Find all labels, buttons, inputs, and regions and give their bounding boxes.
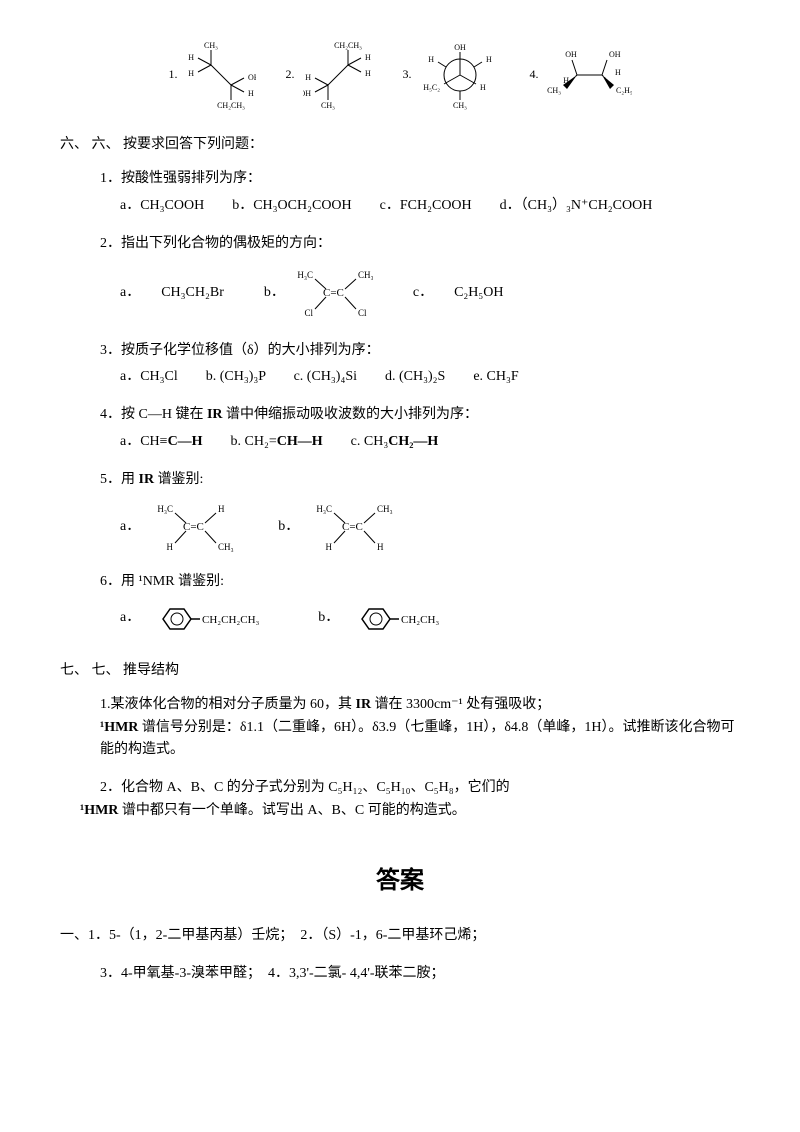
top-diagrams: 1. CH₃ H H OH H CH₂CH₃ 2. CH₂CH₃ <box>60 40 740 110</box>
svg-text:OH: OH <box>609 50 621 59</box>
q6-5-prompt: 5．用 IR 谱鉴别: <box>100 469 740 491</box>
q6-1-options: a．CH₃COOH b．CH₃OCH₂COOH c．FCH₂COOH d．（CH… <box>120 195 740 217</box>
svg-text:H: H <box>188 69 194 78</box>
q6-1: 1．按酸性强弱排列为序： a．CH₃COOH b．CH₃OCH₂COOH c．F… <box>100 168 740 217</box>
svg-text:H: H <box>365 69 371 78</box>
svg-text:Cl: Cl <box>358 308 367 318</box>
svg-text:CH₃: CH₃ <box>358 270 373 280</box>
svg-text:H₃C: H₃C <box>317 504 333 514</box>
q6-5: 5．用 IR 谱鉴别: a． C=C H₃C H H CH₃ b． C=C <box>100 469 740 554</box>
diagram-2-num: 2. <box>286 65 295 84</box>
alkene-5b: C=C H₃C CH₃ H H <box>307 500 397 555</box>
diagram-4: 4. OH OH CH₃ H C₂H₅ H <box>530 45 632 105</box>
diagram-4-num: 4. <box>530 65 539 84</box>
svg-text:H₃C: H₃C <box>297 270 313 280</box>
alkene-b: C=C H₃C CH₃ Cl Cl <box>293 264 373 324</box>
svg-text:H: H <box>428 55 434 64</box>
svg-text:H: H <box>326 542 333 552</box>
q6-6-row: a． CH₂CH₂CH₃ b． CH₂CH₃ <box>120 601 740 636</box>
diagram-3-num: 3. <box>403 65 412 84</box>
svg-text:H: H <box>377 542 384 552</box>
svg-text:H: H <box>167 542 174 552</box>
q6-2-row: a． CH₃CH₂Br b． C=C H₃C CH₃ Cl Cl c． C₂H₅… <box>120 264 740 324</box>
q6-6: 6．用 ¹NMR 谱鉴别: a． CH₂CH₂CH₃ b． CH₂CH₃ <box>100 571 740 636</box>
diagram-2: 2. CH₂CH₃ H H H OH CH₃ <box>286 40 373 110</box>
svg-text:C₂H₅: C₂H₅ <box>616 86 632 95</box>
svg-text:CH₃: CH₃ <box>218 542 234 552</box>
answer-1: 一、1．5-（1，2-二甲基丙基）壬烷； 2．（S）-1，6-二甲基环己烯； <box>60 925 740 947</box>
svg-text:H: H <box>248 89 254 98</box>
section-6-title: 六、 六、 按要求回答下列问题： <box>60 134 740 156</box>
answer-2: 3．4-甲氧基-3-溴苯甲醛； 4．3,3'-二氯- 4,4'-联苯二胺； <box>100 963 740 985</box>
q6-3: 3．按质子化学位移值（δ）的大小排列为序： a．CH₃Cl b. (CH₃)₃P… <box>100 340 740 389</box>
q6-3-options: a．CH₃Cl b. (CH₃)₃P c. (CH₃)₄Si d. (CH₃)₂… <box>120 366 740 388</box>
svg-text:H: H <box>563 76 569 85</box>
q6-5-row: a． C=C H₃C H H CH₃ b． C=C H₃C <box>120 500 740 555</box>
wedge-dash: OH OH CH₃ H C₂H₅ H <box>547 45 632 105</box>
svg-text:CH₃: CH₃ <box>377 504 393 514</box>
svg-text:CH₂CH₃: CH₂CH₃ <box>334 41 362 50</box>
q7-1: 1.某液体化合物的相对分子质量为 60，其 IR 谱在 3300cm⁻¹ 处有强… <box>100 694 740 761</box>
q6-4-prompt: 4．按 C—H 键在 IR 谱中伸缩振动吸收波数的大小排列为序： <box>100 404 740 426</box>
q7-1-l2: ¹HMR 谱信号分别是：δ1.1（二重峰，6H）。δ3.9（七重峰，1H），δ4… <box>100 717 740 762</box>
svg-text:CH₂CH₂CH₃: CH₂CH₂CH₃ <box>202 614 260 626</box>
svg-text:CH₂CH₃: CH₂CH₃ <box>217 101 245 110</box>
alkene-5a: C=C H₃C H H CH₃ <box>148 500 238 555</box>
svg-text:CH₃: CH₃ <box>321 101 335 110</box>
q6-2-a: a． CH₃CH₂Br <box>120 282 224 304</box>
q6-3-prompt: 3．按质子化学位移值（δ）的大小排列为序： <box>100 340 740 362</box>
svg-text:Cl: Cl <box>304 308 313 318</box>
q6-6-b: b． CH₂CH₃ <box>318 601 457 636</box>
svg-text:CH₃: CH₃ <box>547 86 561 95</box>
q6-6-a: a． CH₂CH₂CH₃ <box>120 601 278 636</box>
svg-text:H: H <box>305 73 311 82</box>
svg-text:H₅C₂: H₅C₂ <box>423 83 440 92</box>
q6-5-b: b． C=C H₃C CH₃ H H <box>278 500 397 555</box>
section-7-title: 七、 七、 推导结构 <box>60 660 740 682</box>
benzene-6b: CH₂CH₃ <box>347 601 457 636</box>
svg-text:H: H <box>188 53 194 62</box>
sawhorse-2: CH₂CH₃ H H H OH CH₃ <box>303 40 373 110</box>
q6-4-options: a．CH≡C—H b. CH₂=CH—H c. CH₃CH₂—H <box>120 431 740 453</box>
diagram-1: 1. CH₃ H H OH H CH₂CH₃ <box>169 40 256 110</box>
diagram-1-num: 1. <box>169 65 178 84</box>
svg-text:OH: OH <box>303 89 311 98</box>
svg-text:H: H <box>486 55 492 64</box>
svg-text:CH₃: CH₃ <box>453 101 467 110</box>
answer-title: 答案 <box>60 862 740 900</box>
q6-6-prompt: 6．用 ¹NMR 谱鉴别: <box>100 571 740 593</box>
q6-2: 2．指出下列化合物的偶极矩的方向： a． CH₃CH₂Br b． C=C H₃C… <box>100 233 740 323</box>
svg-text:CH₂CH₃: CH₂CH₃ <box>401 614 439 626</box>
svg-text:H: H <box>615 68 621 77</box>
q6-1-prompt: 1．按酸性强弱排列为序： <box>100 168 740 190</box>
q6-4: 4．按 C—H 键在 IR 谱中伸缩振动吸收波数的大小排列为序： a．CH≡C—… <box>100 404 740 453</box>
newman-projection: OH H₅C₂ H H H CH₃ <box>420 40 500 110</box>
q6-2-c: c． C₂H₅OH <box>413 282 504 304</box>
q7-1-l1: 1.某液体化合物的相对分子质量为 60，其 IR 谱在 3300cm⁻¹ 处有强… <box>100 694 740 716</box>
svg-text:CH₃: CH₃ <box>204 41 218 50</box>
sawhorse-1: CH₃ H H OH H CH₂CH₃ <box>186 40 256 110</box>
q6-2-prompt: 2．指出下列化合物的偶极矩的方向： <box>100 233 740 255</box>
q7-2-l1: 2．化合物 A、B、C 的分子式分别为 C₅H₁₂、C₅H₁₀、C₅H₈，它们的 <box>80 777 740 799</box>
q7-2: 2．化合物 A、B、C 的分子式分别为 C₅H₁₂、C₅H₁₀、C₅H₈，它们的… <box>80 777 740 822</box>
q6-2-b: b． C=C H₃C CH₃ Cl Cl <box>264 264 373 324</box>
svg-text:H: H <box>365 53 371 62</box>
svg-text:OH: OH <box>565 50 577 59</box>
q7-2-l2: ¹HMR 谱中都只有一个单峰。试写出 A、B、C 可能的构造式。 <box>80 800 740 822</box>
diagram-3: 3. OH H₅C₂ H H H CH₃ <box>403 40 500 110</box>
svg-text:H: H <box>480 83 486 92</box>
svg-text:OH: OH <box>454 43 466 52</box>
svg-text:H: H <box>218 504 225 514</box>
svg-text:OH: OH <box>248 73 256 82</box>
q6-5-a: a． C=C H₃C H H CH₃ <box>120 500 238 555</box>
benzene-6a: CH₂CH₂CH₃ <box>148 601 278 636</box>
svg-text:H₃C: H₃C <box>158 504 174 514</box>
